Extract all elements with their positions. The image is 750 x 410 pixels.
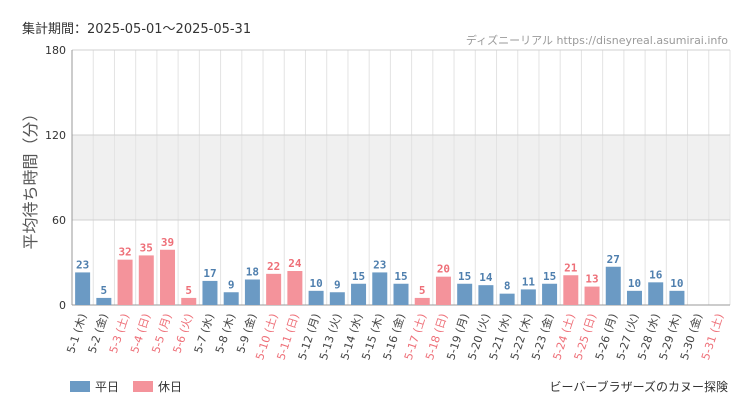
bar-value-label: 9 — [334, 278, 341, 291]
bar — [329, 292, 345, 305]
bar — [605, 266, 621, 305]
bar-value-label: 5 — [419, 284, 426, 297]
bar-value-label: 22 — [267, 260, 280, 273]
bar — [181, 297, 197, 305]
bar-value-label: 15 — [458, 270, 471, 283]
bar — [160, 249, 176, 305]
bar — [520, 289, 536, 305]
bar — [202, 280, 218, 305]
legend: 平日 休日 — [70, 378, 182, 395]
bar-value-label: 23 — [76, 258, 89, 271]
bar — [563, 275, 579, 305]
bar — [96, 297, 112, 305]
bar — [351, 283, 367, 305]
bar-value-label: 5 — [185, 284, 192, 297]
bar — [393, 283, 409, 305]
bar — [266, 273, 282, 305]
bar — [75, 272, 91, 305]
bar-value-label: 13 — [585, 273, 598, 286]
bar — [669, 290, 685, 305]
bar-value-label: 23 — [373, 258, 386, 271]
bar-value-label: 15 — [543, 270, 556, 283]
bar — [542, 283, 558, 305]
bar-value-label: 8 — [504, 280, 511, 293]
bar-value-label: 5 — [101, 284, 108, 297]
legend-swatch-holiday — [133, 381, 154, 392]
bar — [626, 290, 642, 305]
legend-swatch-weekday — [70, 381, 90, 392]
bar-value-label: 27 — [607, 253, 620, 266]
bar-value-label: 17 — [203, 267, 216, 280]
bar-value-label: 20 — [437, 263, 450, 276]
legend-label-holiday: 休日 — [158, 380, 183, 394]
bar-value-label: 21 — [564, 261, 578, 274]
legend-item-holiday[interactable]: 休日 — [133, 378, 182, 395]
y-tick-label: 120 — [45, 129, 66, 142]
legend-item-weekday[interactable]: 平日 — [70, 378, 119, 395]
bar-value-label: 32 — [118, 246, 131, 259]
y-tick-label: 60 — [52, 214, 66, 227]
bar — [499, 293, 515, 305]
bar-value-label: 18 — [246, 266, 259, 279]
bar-value-label: 11 — [522, 275, 536, 288]
bar — [117, 259, 133, 305]
bar — [223, 292, 239, 305]
bar-value-label: 10 — [309, 277, 322, 290]
bar — [457, 283, 473, 305]
bar-value-label: 10 — [628, 277, 641, 290]
bar-value-label: 14 — [479, 271, 493, 284]
y-tick-label: 0 — [59, 299, 66, 312]
legend-label-weekday: 平日 — [95, 380, 120, 394]
bar — [478, 285, 494, 305]
bar — [138, 255, 154, 305]
bar — [287, 271, 303, 305]
bar-value-label: 15 — [352, 270, 365, 283]
source-label: ディズニーリアル https://disneyreal.asumirai.inf… — [465, 34, 728, 47]
bar-value-label: 10 — [670, 277, 683, 290]
bar — [414, 297, 430, 305]
bar — [244, 279, 260, 305]
shaded-band — [72, 135, 730, 220]
bar — [435, 276, 451, 305]
bar — [648, 282, 664, 305]
bar-value-label: 15 — [394, 270, 407, 283]
period-label: 集計期間：2025-05-01～2025-05-31 — [22, 22, 252, 37]
bar-value-label: 35 — [140, 241, 153, 254]
bar-value-label: 9 — [228, 278, 235, 291]
bar — [372, 272, 388, 305]
bar-value-label: 16 — [649, 268, 663, 281]
attraction-caption: ビーバーブラザーズのカヌー探険 — [549, 380, 728, 394]
bar — [308, 290, 324, 305]
bar — [584, 286, 600, 305]
y-tick-label: 180 — [45, 44, 66, 57]
bar-value-label: 24 — [288, 257, 302, 270]
bar-value-label: 39 — [161, 236, 174, 249]
y-axis-title: 平均待ち時間（分） — [21, 105, 40, 249]
